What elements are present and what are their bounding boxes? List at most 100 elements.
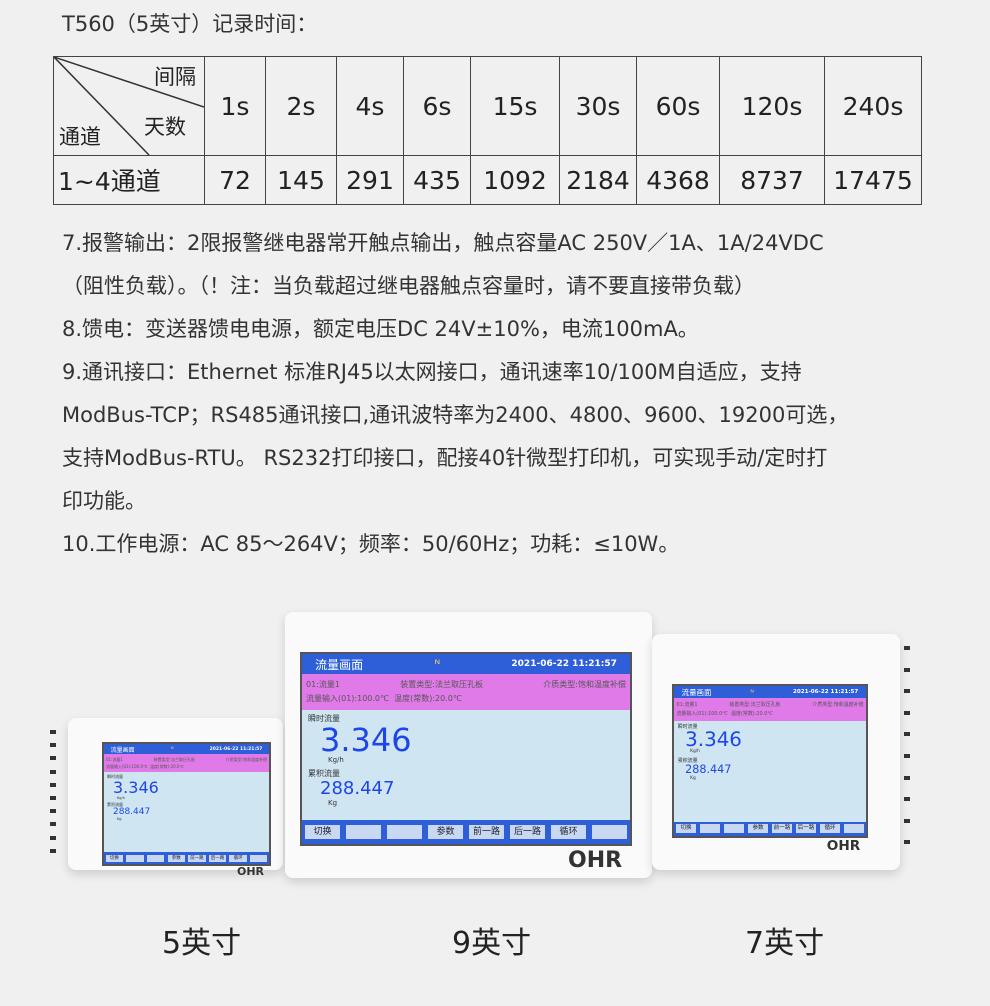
interval-header: 6s bbox=[403, 56, 471, 156]
screen-title: 流量画面 bbox=[681, 687, 712, 697]
info-text: 01:流量1 bbox=[106, 757, 123, 762]
screen-datetime: 2021-06-22 11:21:57 bbox=[511, 659, 617, 669]
days-cell: 17475 bbox=[824, 155, 922, 205]
softkey-button[interactable] bbox=[126, 854, 144, 862]
total-value: 288.447 bbox=[320, 778, 395, 799]
softkey-button[interactable]: 循环 bbox=[551, 825, 586, 840]
softkey-bar: 切换 参数 前一路 后一路 循环 bbox=[302, 820, 630, 844]
inst-value: 3.346 bbox=[685, 727, 742, 751]
info-text: 装置类型:法兰取压孔板 bbox=[400, 680, 483, 689]
softkey-button[interactable] bbox=[592, 825, 627, 840]
interval-header: 2s bbox=[265, 56, 337, 156]
days-cell: 1092 bbox=[470, 155, 560, 205]
spec-line: 7.报警输出：2限报警继电器常开触点输出，触点容量AC 250V／1A、1A/2… bbox=[62, 231, 824, 255]
softkey-button[interactable]: 参数 bbox=[167, 854, 185, 862]
logo-icon: ᴺ bbox=[434, 657, 441, 671]
softkey-button[interactable] bbox=[146, 854, 165, 862]
inst-label: 瞬时流量 bbox=[677, 723, 698, 730]
info-text: 温度(常数):20.0℃ bbox=[150, 764, 184, 769]
vent-slot bbox=[50, 822, 56, 827]
vent-slot bbox=[904, 840, 910, 845]
vent-slot bbox=[50, 743, 56, 748]
screen-datetime: 2021-06-22 11:21:57 bbox=[209, 746, 263, 752]
softkey-button[interactable]: 后一路 bbox=[510, 825, 545, 840]
softkey-button[interactable]: 循环 bbox=[229, 854, 247, 862]
softkey-button[interactable]: 后一路 bbox=[795, 824, 817, 834]
spec-line: 支持ModBus-RTU。 RS232打印接口，配接40针微型打印机，可实现手动… bbox=[62, 446, 828, 470]
vent-slot bbox=[50, 809, 56, 814]
interval-header: 60s bbox=[636, 56, 720, 156]
interval-header: 240s bbox=[824, 56, 922, 156]
softkey-bar: 切换 参数 前一路 后一路 循环 bbox=[674, 821, 866, 836]
screen-title: 流量画面 bbox=[110, 746, 135, 754]
days-cell: 145 bbox=[265, 155, 337, 205]
vent-slot bbox=[50, 756, 56, 761]
days-cell: 8737 bbox=[719, 155, 825, 205]
info-text: 流量输入(01):100.0℃ bbox=[106, 764, 148, 769]
logo-icon: ᴺ bbox=[170, 745, 174, 753]
device-screen: 流量画面 ᴺ 2021-06-22 11:21:57 01:流量1 装置类型:法兰取压… bbox=[102, 742, 271, 866]
interval-header: 30s bbox=[559, 56, 637, 156]
interval-header: 4s bbox=[336, 56, 404, 156]
interval-header: 120s bbox=[719, 56, 825, 156]
caption-9in: 9英寸 bbox=[452, 926, 532, 961]
spec-line: 9.通讯接口：Ethernet 标准RJ45以太网接口，通讯速率10/100M自… bbox=[62, 360, 802, 384]
softkey-button[interactable] bbox=[346, 825, 381, 840]
total-unit: Kg bbox=[117, 817, 122, 822]
spec-line: 8.馈电：变送器馈电电源，额定电压DC 24V±10%，电流100mA。 bbox=[62, 317, 699, 341]
softkey-button[interactable] bbox=[387, 825, 422, 840]
info-text: 装置类型:法兰取压孔板 bbox=[153, 757, 195, 762]
inst-label: 瞬时流量 bbox=[308, 714, 340, 723]
caption-5in: 5英寸 bbox=[162, 926, 242, 961]
info-text: 流量输入(01):100.0℃ bbox=[676, 710, 728, 717]
softkey-button[interactable] bbox=[699, 824, 721, 834]
spec-line: 10.工作电源：AC 85～264V；频率：50/60Hz；功耗：≤10W。 bbox=[62, 532, 680, 556]
softkey-button[interactable]: 前一路 bbox=[469, 825, 504, 840]
softkey-button[interactable]: 参数 bbox=[747, 824, 769, 834]
vent-slot bbox=[904, 775, 910, 780]
interval-header: 1s bbox=[204, 56, 266, 156]
days-cell: 4368 bbox=[636, 155, 720, 205]
vent-slot bbox=[904, 710, 910, 715]
vent-slot bbox=[50, 796, 56, 800]
inst-unit: Kg/h bbox=[328, 756, 344, 764]
softkey-button[interactable] bbox=[723, 824, 745, 834]
total-unit: Kg bbox=[690, 776, 696, 782]
info-text: 流量输入(01):100.0℃ bbox=[306, 694, 390, 703]
interval-header: 15s bbox=[470, 56, 560, 156]
inst-unit: Kg/h bbox=[690, 749, 700, 755]
days-cell: 72 bbox=[204, 155, 266, 205]
softkey-button[interactable]: 循环 bbox=[819, 824, 841, 834]
spec-line: ModBus-TCP；RS485通讯接口,通讯波特率为2400、4800、960… bbox=[62, 403, 849, 427]
total-label: 累积流量 bbox=[677, 757, 698, 764]
caption-7in: 7英寸 bbox=[745, 926, 825, 961]
softkey-button[interactable]: 后一路 bbox=[208, 854, 227, 862]
info-text: 装置类型:法兰取压孔板 bbox=[729, 701, 781, 708]
softkey-button[interactable]: 切换 bbox=[105, 854, 124, 862]
total-unit: Kg bbox=[328, 798, 338, 807]
info-text: 介质类型:饱和温度补偿 bbox=[225, 757, 267, 762]
softkey-button[interactable] bbox=[250, 854, 268, 862]
softkey-button[interactable]: 参数 bbox=[428, 825, 463, 840]
vent-slot bbox=[50, 730, 56, 734]
brand-logo: OHR bbox=[826, 837, 861, 854]
softkey-button[interactable]: 切换 bbox=[675, 824, 697, 834]
record-time-table: 间隔 天数 通道 1s 2s 4s 6s 15s 30s 60s 120s 24… bbox=[53, 56, 922, 205]
inst-value: 3.346 bbox=[113, 777, 159, 797]
vent-slot bbox=[904, 646, 910, 650]
brand-logo: OHR bbox=[568, 848, 623, 873]
vent-slot bbox=[904, 818, 910, 823]
softkey-button[interactable] bbox=[843, 824, 865, 834]
softkey-button[interactable]: 切换 bbox=[305, 825, 340, 840]
inst-value: 3.346 bbox=[320, 721, 412, 759]
days-cell: 2184 bbox=[559, 155, 637, 205]
info-text: 介质类型:饱和温度补偿 bbox=[812, 701, 864, 708]
softkey-button[interactable]: 前一路 bbox=[771, 824, 793, 834]
softkey-button[interactable]: 前一路 bbox=[188, 854, 206, 862]
total-label: 累积流量 bbox=[308, 769, 340, 778]
info-text: 01:流量1 bbox=[306, 680, 340, 689]
brand-logo: OHR bbox=[237, 865, 265, 878]
spec-line: （阻性负载）。（！注：当负载超过继电器触点容量时，请不要直接带负载） bbox=[62, 274, 755, 298]
corner-header: 间隔 天数 通道 bbox=[53, 56, 205, 156]
info-text: 介质类型:饱和温度补偿 bbox=[543, 680, 626, 689]
